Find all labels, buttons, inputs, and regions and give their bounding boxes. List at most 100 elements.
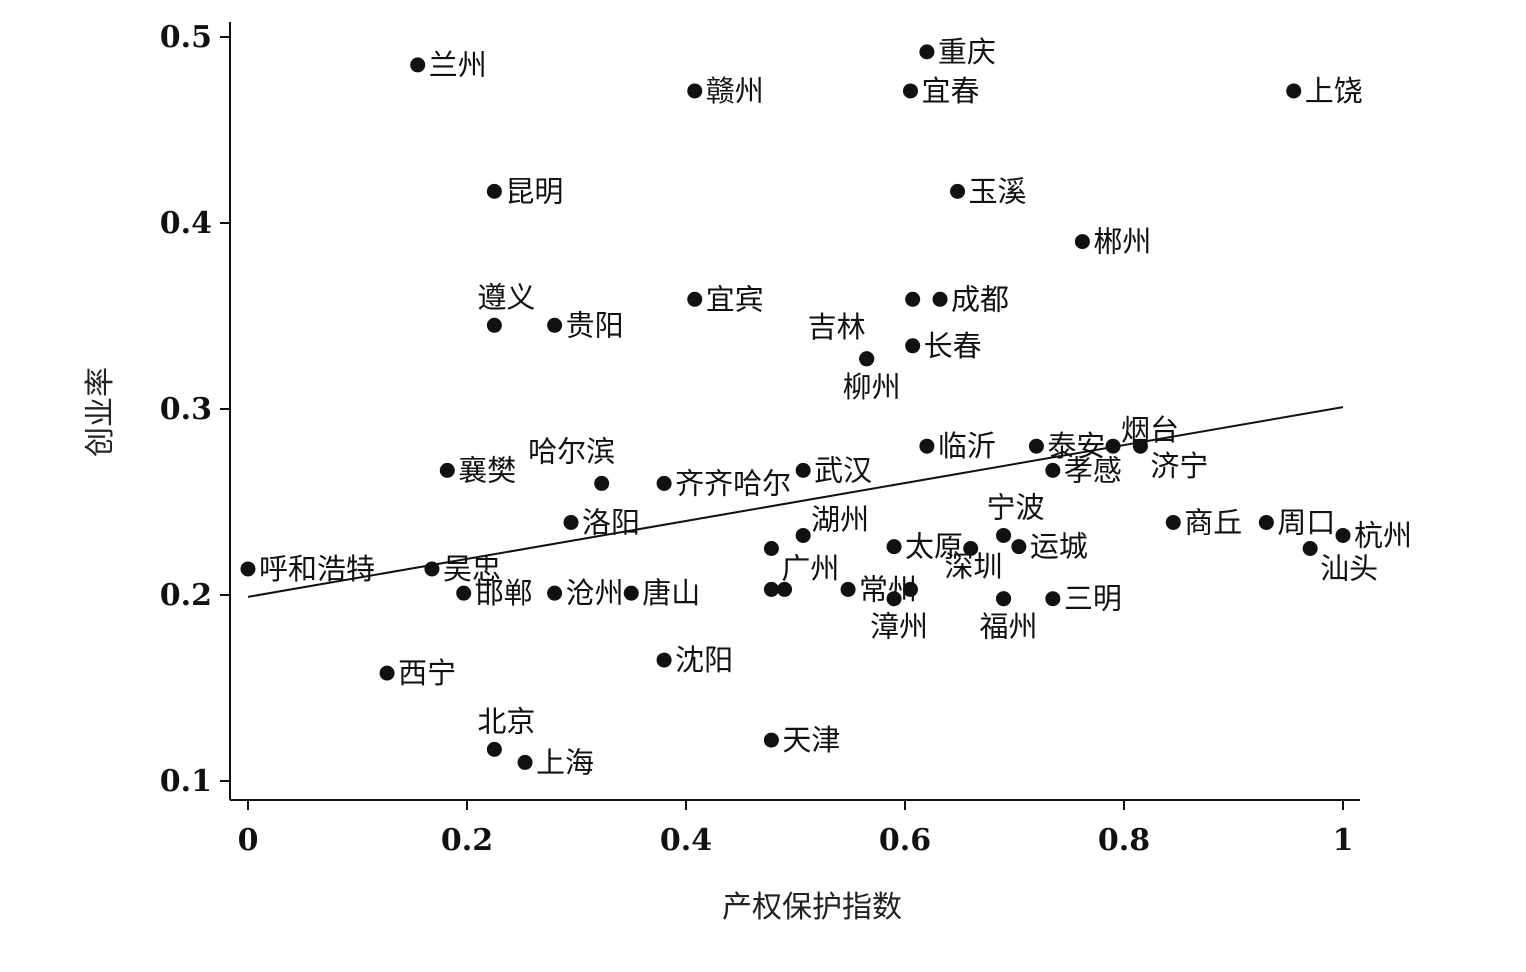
x-tick-label: 0.8: [1098, 823, 1150, 858]
point-label: 武汉: [814, 453, 872, 487]
data-point: [547, 317, 563, 333]
y-tick-label: 0.3: [160, 392, 212, 427]
data-point: [410, 57, 426, 73]
data-point: [963, 541, 979, 556]
point-label: 宁波: [987, 490, 1045, 524]
data-point: [763, 581, 779, 597]
data-point: [996, 591, 1012, 607]
point-label: 三明: [1064, 582, 1122, 616]
data-point: [439, 462, 455, 478]
data-point: [1105, 438, 1121, 454]
point-label: 常州: [859, 572, 917, 606]
data-point: [1165, 514, 1181, 530]
point-label: 襄樊: [458, 453, 516, 487]
data-point: [795, 462, 811, 478]
point-label: 吉林: [808, 310, 866, 344]
data-point: [1335, 527, 1351, 543]
point-label: 上海: [536, 745, 594, 779]
point-label: 沈阳: [675, 643, 733, 677]
point-label: 重庆: [938, 35, 996, 69]
data-point: [656, 475, 672, 491]
point-label: 吴忠: [443, 552, 501, 586]
data-point: [1132, 438, 1148, 454]
data-point: [424, 561, 440, 577]
point-label: 西宁: [398, 656, 456, 690]
point-label: 运城: [1030, 530, 1088, 564]
data-point: [240, 561, 256, 577]
point-label: 周口: [1277, 505, 1335, 539]
point-label: 玉溪: [969, 174, 1027, 208]
point-label: 沧州: [566, 576, 624, 610]
data-point: [486, 741, 502, 757]
data-point: [1286, 83, 1302, 99]
data-point: [486, 317, 502, 333]
point-label: 漳州: [870, 610, 928, 644]
y-tick-label: 0.4: [160, 206, 212, 241]
point-label: 洛阳: [582, 505, 640, 539]
point-label: 宜宾: [706, 282, 764, 316]
data-point: [932, 291, 948, 307]
y-axis-title: 创业率: [83, 367, 118, 457]
point-label: 孝感: [1064, 453, 1122, 487]
point-label: 汕头: [1320, 552, 1378, 586]
data-point: [886, 539, 902, 555]
data-point: [1011, 539, 1027, 555]
y-tick-label: 0.5: [160, 20, 212, 55]
data-point: [905, 338, 921, 354]
point-label: 贵阳: [566, 308, 624, 342]
data-point: [563, 514, 579, 530]
data-point: [1028, 438, 1044, 454]
data-point: [623, 585, 639, 601]
x-tick-label: 0.2: [441, 823, 493, 858]
data-point: [902, 83, 918, 99]
data-point: [1045, 462, 1061, 478]
x-tick-label: 0: [238, 823, 259, 858]
point-label: 兰州: [429, 48, 487, 82]
data-point: [905, 291, 921, 307]
data-point: [763, 541, 779, 556]
point-label: 哈尔滨: [528, 434, 615, 468]
data-point: [886, 591, 902, 607]
point-label: 深圳: [945, 550, 1003, 584]
point-label: 上饶: [1305, 74, 1363, 108]
data-point: [687, 291, 703, 307]
point-label: 天津: [782, 723, 840, 757]
point-label: 济宁: [1150, 449, 1208, 483]
data-point: [840, 581, 856, 597]
data-point: [1074, 234, 1090, 250]
data-point: [763, 732, 779, 748]
y-tick-label: 0.2: [160, 578, 212, 613]
data-point: [517, 754, 533, 770]
data-points: [240, 44, 1351, 770]
data-point: [656, 652, 672, 668]
point-label: 成都: [951, 282, 1009, 316]
data-point: [547, 585, 563, 601]
data-point: [486, 183, 502, 199]
data-point: [795, 527, 811, 543]
data-point: [456, 585, 472, 601]
point-label: 齐齐哈尔: [675, 466, 791, 500]
point-label: 长春: [924, 329, 982, 363]
axes: [229, 22, 1360, 801]
point-label: 烟台: [1121, 413, 1179, 447]
data-point: [1258, 514, 1274, 530]
point-label: 福州: [980, 610, 1038, 644]
data-point: [919, 438, 935, 454]
point-label: 太原: [905, 530, 963, 564]
point-label: 邯郸: [475, 576, 533, 610]
point-label: 呼和浩特: [259, 552, 375, 586]
data-point: [379, 665, 395, 681]
data-point: [1045, 591, 1061, 607]
y-tick-label: 0.1: [160, 764, 212, 799]
x-tick-label: 0.6: [879, 823, 931, 858]
point-label: 商丘: [1184, 505, 1242, 539]
data-point: [859, 351, 875, 367]
point-label: 柳州: [843, 370, 901, 404]
point-label: 北京: [477, 704, 535, 738]
data-point: [919, 44, 935, 60]
point-label: 赣州: [706, 74, 764, 108]
data-point: [777, 581, 793, 597]
data-point: [1302, 541, 1318, 556]
